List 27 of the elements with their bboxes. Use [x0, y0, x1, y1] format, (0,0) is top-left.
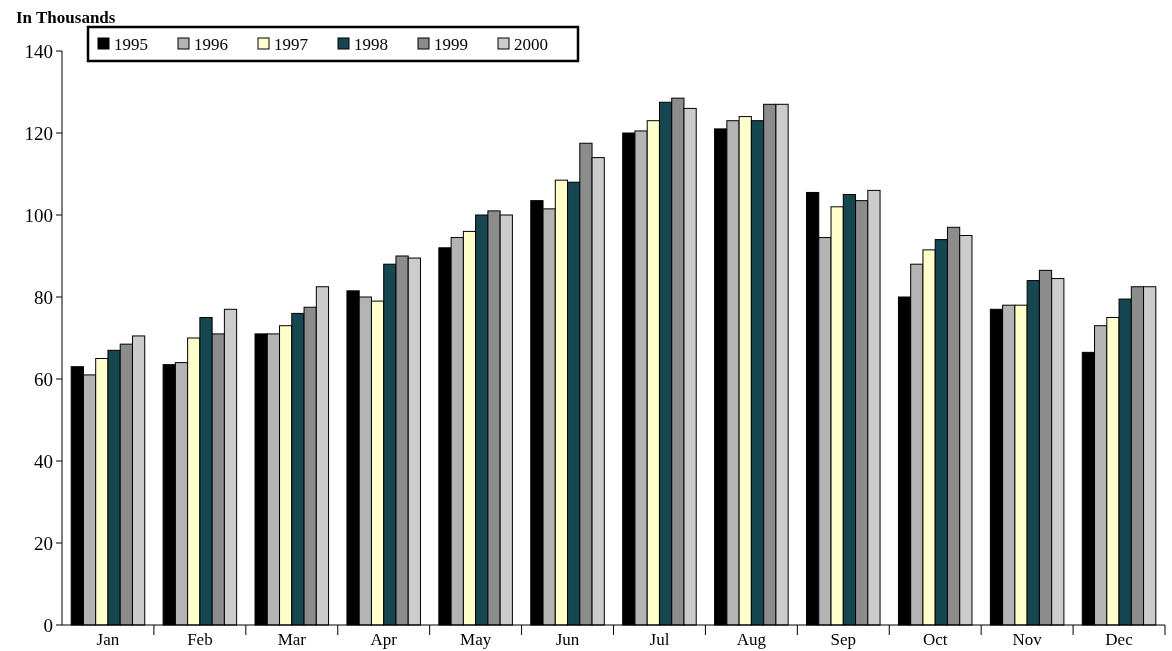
legend-label: 2000	[514, 35, 548, 54]
y-tick-label: 80	[34, 286, 53, 308]
x-tick-label: Jun	[555, 630, 580, 649]
legend-label: 1996	[194, 35, 228, 54]
legend-label: 1997	[274, 35, 309, 54]
y-tick-label: 60	[34, 368, 53, 390]
x-tick-label: Feb	[187, 630, 213, 649]
y-tick-label: 20	[34, 532, 53, 554]
legend-label: 1998	[354, 35, 388, 54]
y-tick-label: 40	[34, 450, 53, 472]
y-tick-label: 100	[24, 204, 53, 226]
x-tick-label: May	[460, 630, 492, 649]
y-tick-label: 120	[24, 122, 53, 144]
x-tick-label: Oct	[922, 630, 948, 649]
x-tick-label: Dec	[1105, 630, 1134, 649]
x-tick-label: Aug	[736, 630, 767, 649]
y-tick-label: 0	[43, 614, 53, 636]
x-tick-label: Jan	[96, 630, 120, 649]
x-tick-label: Jul	[649, 630, 670, 649]
y-tick-label: 140	[24, 40, 53, 62]
x-tick-label: Mar	[277, 630, 307, 649]
x-tick-label: Nov	[1012, 630, 1043, 649]
x-tick-label: Apr	[370, 630, 398, 649]
legend-label: 1999	[434, 35, 468, 54]
chart-title: In Thousands	[16, 8, 116, 27]
legend-label: 1995	[114, 35, 148, 54]
x-tick-label: Sep	[830, 630, 857, 649]
